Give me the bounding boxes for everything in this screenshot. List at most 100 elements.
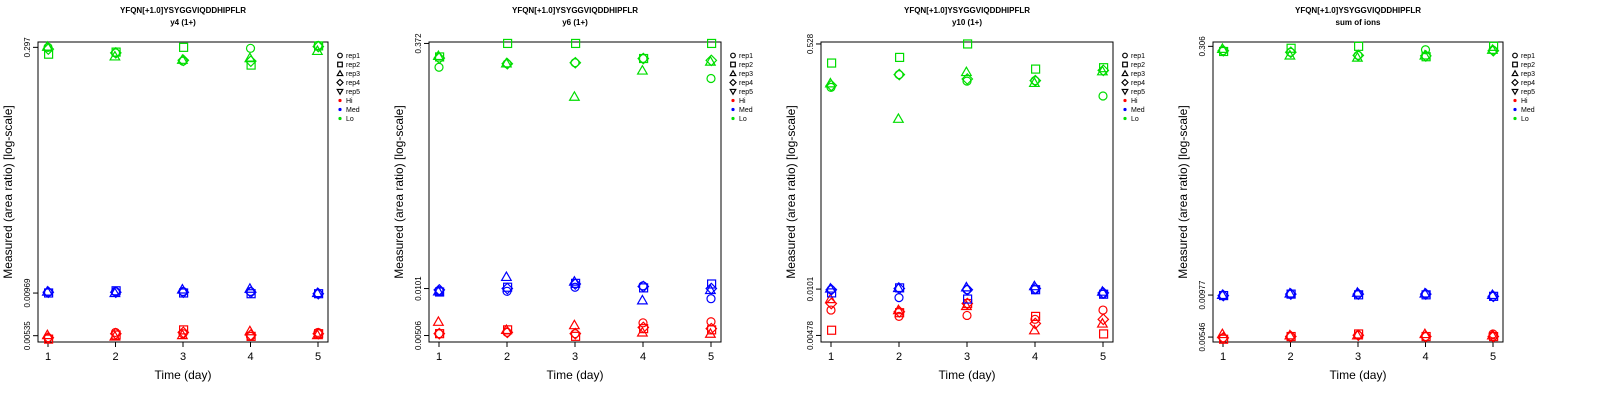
- legend-lo-dot-icon: [338, 116, 342, 121]
- plot-area: [1212, 41, 1504, 343]
- legend-item-hi: Hi: [1131, 98, 1138, 105]
- data-point-hi-rep4: [893, 305, 906, 318]
- legend-med-dot-icon: [1513, 107, 1517, 112]
- legend-rep5-icon: [336, 88, 344, 96]
- legend-item-rep3: rep3: [1131, 71, 1145, 78]
- data-point-lo-rep2: [503, 38, 513, 49]
- data-point-lo-rep4: [1419, 49, 1432, 62]
- legend-item-hi: Hi: [346, 98, 353, 105]
- data-point-lo-rep4: [1029, 74, 1042, 87]
- legend-rep5-icon: [1511, 88, 1519, 96]
- data-point-hi-rep4: [1097, 313, 1110, 326]
- data-point-lo-rep2: [826, 58, 837, 68]
- data-point-hi-rep4: [1487, 330, 1500, 343]
- data-point-lo-rep4: [637, 52, 650, 65]
- y-tick-label: 0.00546: [1198, 322, 1207, 351]
- data-point-med-rep4: [1284, 288, 1297, 301]
- data-point-lo-rep2: [1098, 63, 1109, 73]
- x-tick-label: 4: [1032, 351, 1038, 363]
- data-point-lo-rep4: [825, 79, 838, 92]
- data-point-med-rep4: [705, 282, 718, 295]
- data-point-med-rep4: [1029, 282, 1042, 295]
- data-point-lo-rep2: [1030, 64, 1041, 74]
- legend-item-rep4: rep4: [1131, 80, 1145, 87]
- legend-rep1-icon: [730, 52, 736, 59]
- data-point-hi-rep4: [1284, 330, 1297, 343]
- legend-hi-dot-icon: [1123, 98, 1127, 103]
- data-point-hi-rep4: [177, 326, 190, 339]
- legend-item-rep4: rep4: [1521, 80, 1535, 87]
- panel-subtitle: y10 (1+): [952, 18, 982, 27]
- data-point-lo-rep1: [1353, 50, 1363, 60]
- data-point-hi-rep2: [570, 331, 581, 341]
- data-point-med-rep4: [637, 280, 650, 293]
- x-axis-label: Time (day): [939, 368, 996, 382]
- data-point-hi-rep4: [312, 327, 325, 340]
- data-point-lo-rep4: [244, 55, 257, 68]
- legend-item-rep5: rep5: [739, 89, 753, 96]
- data-point-hi-rep4: [244, 328, 257, 342]
- legend-rep4-icon: [1121, 78, 1129, 87]
- legend-rep1-icon: [1122, 52, 1128, 59]
- x-axis-label: Time (day): [547, 368, 604, 382]
- data-point-lo-rep1: [706, 73, 716, 84]
- panel-subtitle: y6 (1+): [562, 18, 588, 27]
- x-tick-label: 3: [180, 351, 186, 363]
- data-point-hi-rep2: [314, 329, 324, 339]
- data-point-med-rep3: [636, 294, 649, 305]
- legend-item-rep1: rep1: [1521, 53, 1535, 60]
- data-point-lo-rep4: [501, 57, 514, 70]
- y-axis-label: Measured (area ratio) [log-scale]: [1176, 105, 1190, 278]
- legend-rep5-icon: [1121, 88, 1129, 96]
- data-point-hi-rep1: [962, 310, 972, 321]
- legend-lo-dot-icon: [731, 116, 735, 121]
- data-point-lo-rep4: [1217, 44, 1230, 57]
- y-tick-label: 0.528: [806, 33, 815, 54]
- data-point-lo-rep4: [1097, 64, 1110, 77]
- legend-item-rep2: rep2: [1521, 62, 1535, 69]
- data-point-lo-rep3: [636, 64, 649, 75]
- x-axis-label: Time (day): [1330, 368, 1387, 382]
- data-point-lo-rep1: [570, 58, 580, 68]
- data-point-hi-rep2: [826, 325, 837, 335]
- y-axis-label: Measured (area ratio) [log-scale]: [392, 105, 406, 278]
- x-tick-label: 2: [504, 351, 510, 363]
- data-point-lo-rep4: [1487, 44, 1500, 57]
- legend-item-lo: Lo: [739, 116, 747, 123]
- legend-lo-dot-icon: [1513, 116, 1517, 121]
- data-point-med-rep4: [1097, 286, 1110, 299]
- x-tick-label: 4: [640, 351, 646, 363]
- legend-item-hi: Hi: [1521, 98, 1528, 105]
- legend-item-rep3: rep3: [739, 71, 753, 78]
- data-point-lo-rep3: [960, 65, 973, 77]
- legend-hi-dot-icon: [1513, 98, 1517, 103]
- data-point-lo-rep2: [894, 52, 905, 63]
- legend-rep4-icon: [336, 78, 344, 87]
- data-point-med-rep4: [42, 286, 55, 299]
- legend: rep1 rep2 rep3 rep4 rep5 Hi Med Lo: [1121, 52, 1145, 123]
- panel-title: YFQN[+1.0]YSYGGVIQDDHIPFLR: [904, 6, 1030, 15]
- data-point-med-rep4: [961, 283, 974, 296]
- data-point-lo-rep4: [109, 46, 122, 59]
- data-point-lo-rep1: [434, 62, 444, 72]
- chart-panel-2: YFQN[+1.0]YSYGGVIQDDHIPFLR y6 (1+) 1 2 3 4 5 Ti…: [392, 6, 753, 382]
- data-point-med-rep4: [1217, 289, 1230, 302]
- data-point-med-rep4: [1419, 288, 1432, 301]
- chart-panel-1: YFQN[+1.0]YSYGGVIQDDHIPFLR y4 (1+) 1 2 3 4 5 Ti…: [1, 6, 360, 382]
- data-point-hi-rep4: [637, 321, 650, 334]
- legend-rep4-icon: [1511, 78, 1519, 87]
- legend-rep2-icon: [730, 61, 736, 68]
- y-tick-label: 0.00969: [23, 278, 32, 307]
- data-point-med-rep4: [109, 286, 122, 299]
- x-tick-label: 5: [708, 351, 714, 363]
- legend-item-med: Med: [739, 107, 753, 114]
- data-point-lo-rep1: [1420, 45, 1431, 55]
- data-point-hi-rep4: [569, 327, 582, 340]
- legend-item-med: Med: [1521, 107, 1535, 114]
- data-point-med-rep1: [706, 294, 716, 304]
- y-tick-label: 0.00478: [806, 320, 815, 349]
- data-point-med-rep2: [826, 288, 837, 298]
- legend-med-dot-icon: [1123, 107, 1127, 112]
- data-point-hi-rep4: [501, 326, 514, 339]
- x-tick-label: 3: [572, 351, 578, 363]
